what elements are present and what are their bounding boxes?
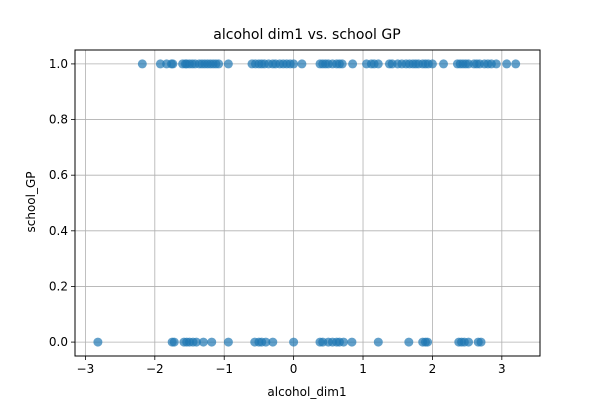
x-axis-ticks: −3 −2 −1 0 1 2 3 bbox=[77, 356, 506, 376]
data-point bbox=[207, 337, 217, 347]
data-point bbox=[223, 59, 233, 69]
y-tick-label: 0.2 bbox=[49, 279, 68, 293]
data-points bbox=[93, 59, 521, 347]
chart-title: alcohol dim1 vs. school GP bbox=[213, 27, 400, 43]
data-point bbox=[464, 337, 474, 347]
data-point bbox=[423, 337, 433, 347]
data-point bbox=[168, 59, 178, 69]
data-point bbox=[373, 59, 383, 69]
data-point bbox=[214, 59, 224, 69]
data-point bbox=[373, 337, 383, 347]
data-point bbox=[511, 59, 521, 69]
x-tick-label: −1 bbox=[215, 362, 233, 376]
y-tick-label: 0.8 bbox=[49, 113, 68, 127]
data-point bbox=[198, 337, 208, 347]
data-point bbox=[339, 337, 349, 347]
y-tick-label: 0.6 bbox=[49, 168, 68, 182]
data-point bbox=[268, 337, 278, 347]
x-tick-label: 3 bbox=[498, 362, 506, 376]
data-point bbox=[491, 59, 501, 69]
y-tick-label: 1.0 bbox=[49, 57, 68, 71]
data-point bbox=[289, 337, 299, 347]
x-tick-label: 2 bbox=[429, 362, 437, 376]
data-point bbox=[191, 337, 201, 347]
y-tick-label: 0.4 bbox=[49, 224, 68, 238]
x-tick-label: 0 bbox=[290, 362, 298, 376]
x-tick-label: −3 bbox=[77, 362, 95, 376]
data-point bbox=[348, 59, 358, 69]
plot-area bbox=[75, 50, 540, 356]
plot-frame bbox=[74, 49, 541, 357]
y-axis-ticks: 0.0 0.2 0.4 0.6 0.8 1.0 bbox=[49, 57, 75, 349]
data-point bbox=[337, 59, 347, 69]
y-tick-label: 0.0 bbox=[49, 335, 68, 349]
data-point bbox=[169, 337, 179, 347]
data-point bbox=[261, 337, 271, 347]
data-point bbox=[347, 337, 357, 347]
data-point bbox=[93, 337, 103, 347]
data-point bbox=[427, 59, 437, 69]
x-tick-label: 1 bbox=[359, 362, 367, 376]
data-point bbox=[223, 337, 233, 347]
data-point bbox=[297, 59, 307, 69]
y-axis-label: school_GP bbox=[24, 171, 38, 232]
data-point bbox=[289, 59, 299, 69]
data-point bbox=[404, 337, 414, 347]
grid-lines bbox=[75, 50, 540, 356]
data-point bbox=[502, 59, 512, 69]
data-point bbox=[155, 59, 165, 69]
x-tick-label: −2 bbox=[146, 362, 164, 376]
data-point bbox=[476, 337, 486, 347]
x-axis-label: alcohol_dim1 bbox=[267, 385, 346, 399]
data-point bbox=[137, 59, 147, 69]
data-point bbox=[439, 59, 449, 69]
